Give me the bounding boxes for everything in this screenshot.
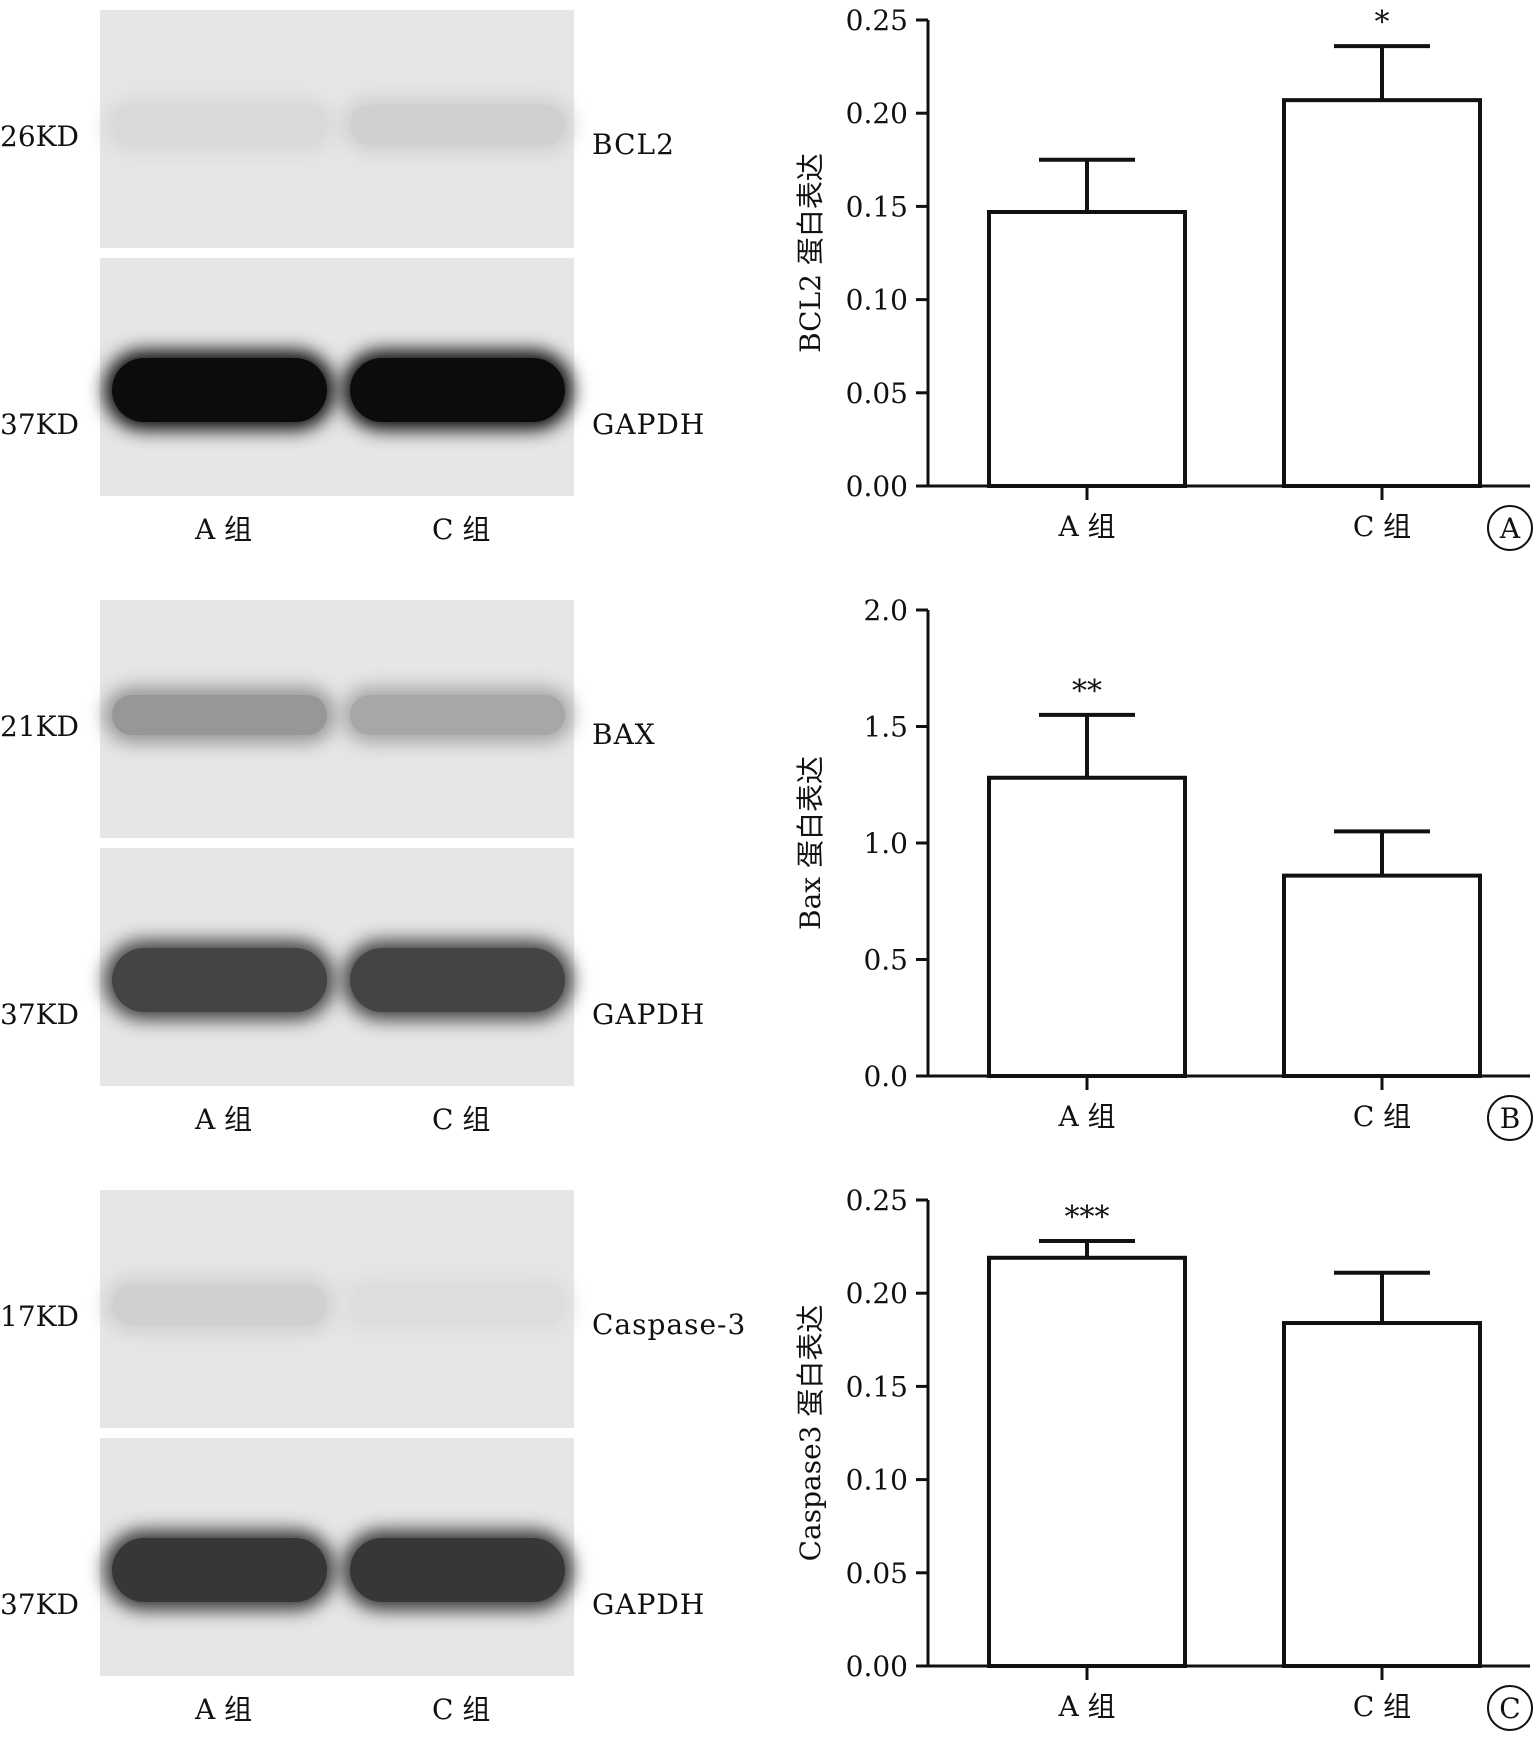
significance-marker: *** <box>1065 1200 1110 1235</box>
y-axis-label: BCL2 蛋白表达 <box>794 153 827 353</box>
y-tick-label: 0.25 <box>846 4 908 37</box>
y-axis-label: Bax 蛋白表达 <box>794 756 827 930</box>
blot-band <box>350 948 565 1012</box>
blot-band <box>350 1538 565 1602</box>
blot-band <box>112 358 327 422</box>
panel-label: B <box>1500 1102 1521 1135</box>
x-tick-label: A 组 <box>1057 1690 1115 1723</box>
y-tick-label: 2.0 <box>863 594 908 627</box>
blot-band <box>112 105 327 145</box>
figure-panel: 21KD 37KD BAX GAPDH A 组 C 组 0.0 0.5 1.0 1.5 2.0 Bax… <box>0 590 1535 1150</box>
blot-band <box>112 1285 327 1325</box>
y-tick-label: 0.10 <box>846 284 908 317</box>
target-blot <box>100 1190 574 1428</box>
bar <box>1282 1321 1482 1669</box>
y-tick-label: 1.5 <box>863 711 908 744</box>
panel-label-circle <box>1487 1095 1533 1141</box>
lane-label: A 组 <box>195 1103 253 1136</box>
y-tick-label: 0.05 <box>846 1557 908 1590</box>
lane-label: C 组 <box>432 1103 491 1136</box>
y-tick-label: 0.15 <box>846 190 908 223</box>
gapdh-protein-label: GAPDH <box>592 998 706 1031</box>
y-tick-label: 0.20 <box>846 97 908 130</box>
panel-label-circle <box>1487 505 1533 551</box>
y-tick-label: 0.00 <box>846 470 908 503</box>
y-tick-label: 0.20 <box>846 1277 908 1310</box>
bar <box>987 209 1187 488</box>
target-kd-label: 26KD <box>0 120 79 153</box>
y-axis-label: Caspase3 蛋白表达 <box>794 1305 827 1562</box>
gapdh-kd-label: 37KD <box>0 998 79 1031</box>
target-kd-label: 17KD <box>0 1300 79 1333</box>
lane-label: A 组 <box>195 1693 253 1726</box>
blot-band <box>350 695 565 735</box>
gapdh-blot <box>100 1438 574 1676</box>
gapdh-blot <box>100 848 574 1086</box>
target-blot <box>100 600 574 838</box>
blot-band <box>112 695 327 735</box>
significance-marker: * <box>1375 5 1390 40</box>
y-tick-label: 0.05 <box>846 377 908 410</box>
target-protein-label: BCL2 <box>592 128 675 161</box>
lane-label: A 组 <box>195 513 253 546</box>
y-tick-label: 0.25 <box>846 1184 908 1217</box>
blot-band <box>112 1538 327 1602</box>
blot-band <box>350 358 565 422</box>
x-tick-label: C 组 <box>1353 510 1411 543</box>
target-protein-label: BAX <box>592 718 656 751</box>
x-tick-label: A 组 <box>1057 1100 1115 1133</box>
bar <box>987 775 1187 1078</box>
panel-label: A <box>1499 512 1521 545</box>
panel-label: C <box>1499 1692 1520 1725</box>
target-kd-label: 21KD <box>0 710 79 743</box>
gapdh-kd-label: 37KD <box>0 1588 79 1621</box>
gapdh-protein-label: GAPDH <box>592 1588 706 1621</box>
y-tick-label: 1.0 <box>863 827 908 860</box>
blot-band <box>350 1285 565 1325</box>
y-tick-label: 0.0 <box>863 1060 908 1093</box>
gapdh-blot <box>100 258 574 496</box>
gapdh-protein-label: GAPDH <box>592 408 706 441</box>
gapdh-kd-label: 37KD <box>0 408 79 441</box>
bar <box>1282 98 1482 488</box>
bar-chart: 0.0 0.5 1.0 1.5 2.0 Bax 蛋白表达 ** A 组 C 组 B <box>794 594 1533 1141</box>
lane-label: C 组 <box>432 1693 491 1726</box>
y-tick-label: 0.00 <box>846 1650 908 1683</box>
target-protein-label: Caspase-3 <box>592 1308 747 1341</box>
blot-band <box>350 105 565 145</box>
figure-panel: 17KD 37KD Caspase-3 GAPDH A 组 C 组 0.00 0.05 0.10… <box>0 1180 1535 1740</box>
y-tick-label: 0.5 <box>863 944 908 977</box>
significance-marker: ** <box>1072 674 1102 709</box>
bar-chart: 0.00 0.05 0.10 0.15 0.20 0.25 Caspase3 蛋白表达 ***… <box>794 1184 1533 1731</box>
x-tick-label: C 组 <box>1353 1690 1411 1723</box>
x-tick-label: A 组 <box>1057 510 1115 543</box>
panel-label-circle <box>1487 1685 1533 1731</box>
bar-chart: 0.00 0.05 0.10 0.15 0.20 0.25 BCL2 蛋白表达 A 组 * C 组… <box>794 4 1533 551</box>
lane-label: C 组 <box>432 513 491 546</box>
bar <box>1282 873 1482 1078</box>
y-tick-label: 0.10 <box>846 1464 908 1497</box>
x-tick-label: C 组 <box>1353 1100 1411 1133</box>
bar <box>987 1255 1187 1668</box>
y-tick-label: 0.15 <box>846 1370 908 1403</box>
blot-band <box>112 948 327 1012</box>
target-blot <box>100 10 574 248</box>
